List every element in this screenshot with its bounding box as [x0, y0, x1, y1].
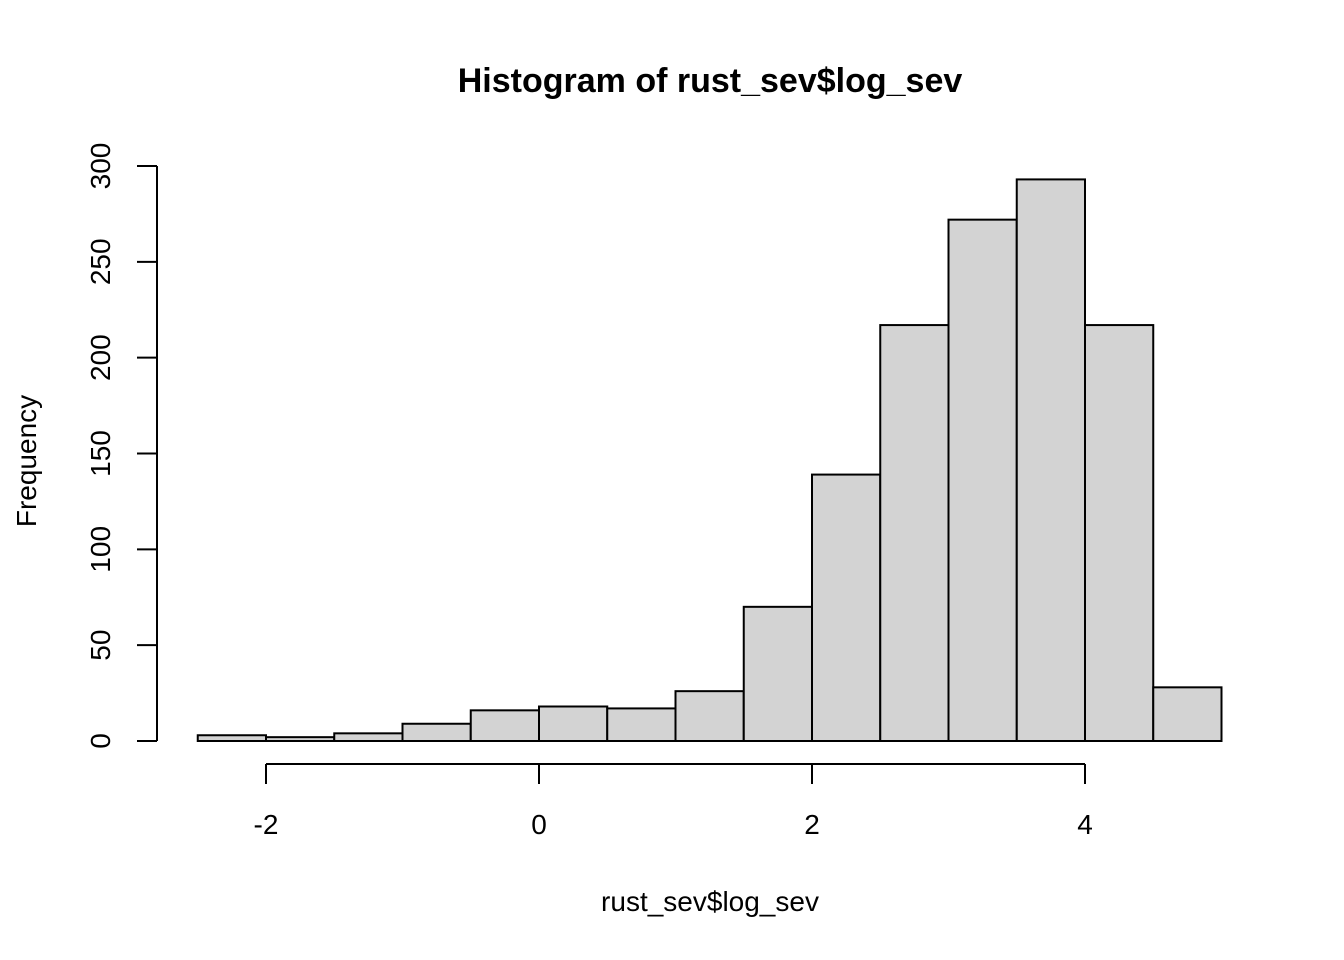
y-tick-label: 300	[85, 143, 116, 190]
y-axis: 0 50 100 150 200 250 300	[85, 143, 158, 749]
histogram-bar	[674, 690, 745, 742]
histogram-bar	[265, 736, 336, 743]
x-axis: -2 0 2 4	[254, 763, 1093, 840]
y-tick-label: 200	[85, 334, 116, 381]
histogram-bar	[811, 473, 882, 742]
chart-title: Histogram of rust_sev$log_sev	[458, 62, 963, 100]
histogram-bar	[333, 732, 404, 742]
x-tick-label: 4	[1077, 809, 1093, 840]
histogram-bar	[469, 709, 540, 743]
histogram-bar	[1015, 178, 1086, 742]
x-tick-label: 2	[804, 809, 820, 840]
y-tick-label: 50	[85, 630, 116, 661]
histogram-bar	[538, 705, 609, 742]
histogram-bar	[401, 722, 472, 742]
histogram-bar	[879, 324, 950, 742]
bars-group	[196, 178, 1223, 743]
histogram-bar	[606, 707, 677, 742]
histogram-bar	[196, 734, 267, 742]
x-tick-label: 0	[531, 809, 547, 840]
histogram-bar	[1084, 324, 1155, 742]
y-tick-label: 0	[85, 733, 116, 749]
histogram-bar	[947, 218, 1018, 742]
y-axis-label: Frequency	[11, 395, 42, 527]
x-axis-label: rust_sev$log_sev	[601, 886, 819, 917]
y-tick-label: 100	[85, 526, 116, 573]
histogram-bar	[1152, 686, 1223, 742]
y-tick-label: 250	[85, 238, 116, 285]
x-tick-label: -2	[254, 809, 279, 840]
histogram-bar	[742, 605, 813, 742]
y-tick-label: 150	[85, 430, 116, 477]
